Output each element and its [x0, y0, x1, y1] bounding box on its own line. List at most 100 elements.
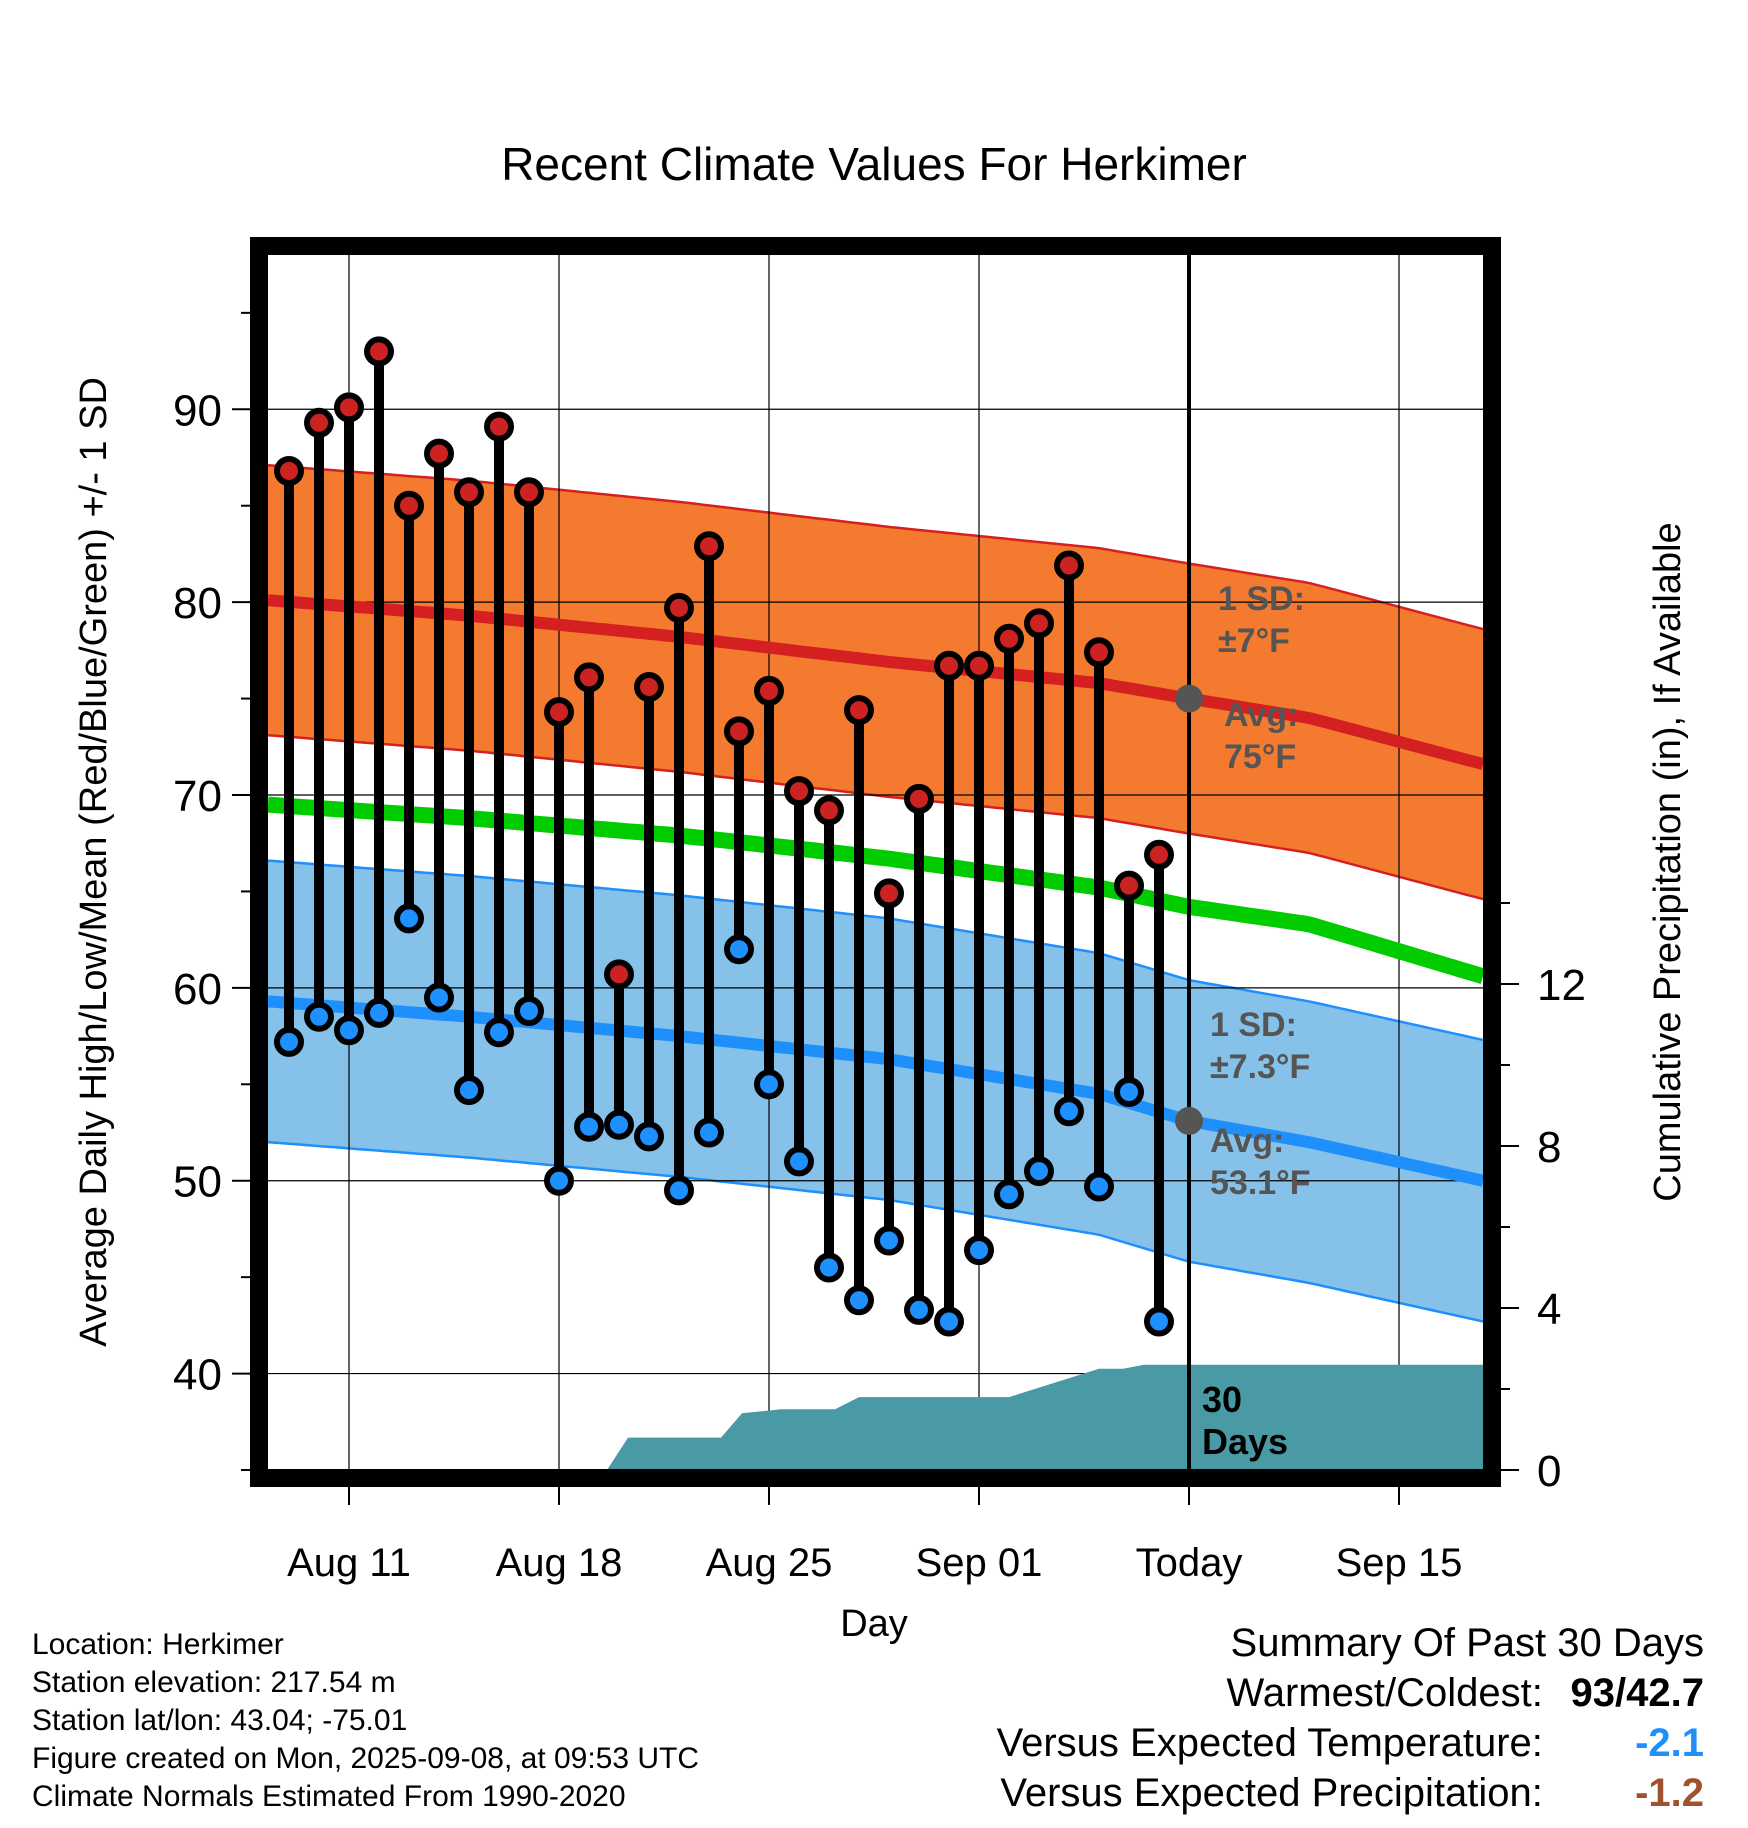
info-latlon: Station lat/lon: 43.04; -75.01 — [32, 1704, 408, 1737]
high-temp-point — [664, 592, 694, 623]
high-temp-point — [484, 411, 514, 442]
high-temp-point — [544, 697, 574, 728]
high-temp-point — [514, 477, 544, 508]
axes: Day Average Daily High/Low/Mean (Red/Blu… — [73, 311, 1689, 1645]
low-temp-point — [634, 1121, 664, 1152]
high-sd-value: ±7°F — [1218, 622, 1290, 660]
low-temp-point — [694, 1117, 724, 1148]
y-tick-label: 40 — [173, 1351, 222, 1400]
x-tick-label: Aug 25 — [706, 1541, 833, 1585]
high-temp-point — [304, 407, 334, 438]
x-axis-label: Day — [840, 1603, 908, 1645]
high-temp-point — [904, 783, 934, 814]
coldest-low: 42.7 — [1626, 1671, 1704, 1715]
info-created: Figure created on Mon, 2025-09-08, at 09… — [32, 1742, 700, 1775]
plot-frame — [250, 237, 1501, 1487]
high-temp-point — [814, 795, 844, 826]
precipitation-area — [268, 1364, 1483, 1470]
precip-deviation-label: Versus Expected Precipitation: — [1000, 1771, 1543, 1815]
chart-title: Recent Climate Values For Herkimer — [501, 138, 1247, 190]
low-temp-point — [874, 1225, 904, 1256]
high-avg-label: Avg: — [1224, 696, 1298, 734]
low-avg-value: 53.1°F — [1210, 1164, 1311, 1202]
warmest-high: 93 — [1570, 1671, 1616, 1715]
summary-precip-row: Versus Expected Precipitation: -1.2 — [997, 1768, 1704, 1818]
station-info: Location: Herkimer Station elevation: 21… — [32, 1626, 699, 1816]
low-avg-label: Avg: — [1210, 1122, 1284, 1160]
info-location: Location: Herkimer — [32, 1628, 284, 1661]
precip-days-label-2: Days — [1202, 1421, 1288, 1462]
high-temp-point — [394, 490, 424, 521]
low-temp-point — [394, 903, 424, 934]
precip-area — [268, 1364, 1483, 1470]
high-temp-point — [424, 438, 454, 469]
y2-tick-label: 8 — [1537, 1123, 1561, 1172]
y-tick-label: 60 — [173, 965, 222, 1014]
high-temp-point — [754, 675, 784, 706]
summary-temp-row: Versus Expected Temperature: -2.1 — [997, 1718, 1704, 1768]
high-temp-point — [934, 650, 964, 681]
low-temp-point — [1054, 1096, 1084, 1127]
high-temp-point — [1114, 870, 1144, 901]
low-temp-point — [754, 1069, 784, 1100]
high-temp-point — [1024, 608, 1054, 639]
low-temp-point — [364, 997, 394, 1028]
low-temp-point — [274, 1026, 304, 1057]
y-tick-label: 80 — [173, 579, 222, 628]
high-temp-point — [1084, 637, 1114, 668]
high-temp-point — [334, 392, 364, 423]
low-temp-point — [994, 1179, 1024, 1210]
low-temp-point — [454, 1075, 484, 1106]
low-temp-point — [544, 1165, 574, 1196]
low-temp-point — [664, 1175, 694, 1206]
summary-panel: Summary Of Past 30 Days Warmest/Coldest:… — [997, 1618, 1704, 1818]
low-temp-point — [964, 1235, 994, 1266]
low-temp-point — [514, 996, 544, 1026]
temp-deviation-label: Versus Expected Temperature: — [996, 1721, 1543, 1765]
high-temp-point — [1054, 550, 1084, 581]
y-tick-label: 90 — [173, 386, 222, 435]
y2-tick-label: 4 — [1537, 1285, 1561, 1334]
high-temp-point — [274, 456, 304, 486]
high-avg-value: 75°F — [1224, 738, 1296, 776]
low-temp-point — [574, 1111, 604, 1142]
x-tick-label: Today — [1136, 1541, 1243, 1585]
high-temp-point — [994, 623, 1024, 654]
high-temp-point — [694, 531, 724, 562]
y-tick-label: 50 — [173, 1158, 222, 1207]
summary-warmest-row: Warmest/Coldest: 93/42.7 — [997, 1668, 1705, 1718]
info-normals: Climate Normals Estimated From 1990-2020 — [32, 1780, 626, 1813]
normal-bands — [267, 463, 1484, 1323]
high-sd-label: 1 SD: — [1218, 580, 1305, 618]
y2-tick-label: 0 — [1537, 1447, 1561, 1496]
high-temp-point — [604, 959, 634, 990]
y2-tick-label: 12 — [1537, 961, 1586, 1010]
low-temp-point — [934, 1306, 964, 1337]
x-tick-label: Sep 15 — [1336, 1541, 1463, 1585]
y-tick-label: 70 — [173, 772, 222, 821]
high-temp-point — [844, 695, 874, 726]
low-temp-point — [844, 1285, 874, 1316]
high-temp-point — [364, 336, 394, 367]
high-temp-point — [784, 776, 814, 807]
high-temp-point — [574, 662, 604, 693]
low-temp-point — [814, 1252, 844, 1283]
high-temp-point — [874, 878, 904, 909]
low-temp-point — [304, 1001, 334, 1032]
low-sd-band — [268, 860, 1483, 1322]
high-temp-point — [1144, 839, 1174, 870]
today-marker — [1175, 255, 1203, 1470]
x-tick-label: Aug 18 — [496, 1541, 623, 1585]
low-temp-point — [334, 1015, 364, 1046]
high-temp-point — [634, 672, 664, 702]
x-tick-label: Aug 11 — [287, 1541, 411, 1585]
low-sd-value: ±7.3°F — [1210, 1048, 1310, 1086]
warmest-value: 93/42.7 — [1554, 1668, 1704, 1718]
low-temp-point — [1024, 1156, 1054, 1187]
summary-title: Summary Of Past 30 Days — [1230, 1621, 1704, 1665]
high-temp-point — [454, 477, 484, 508]
chart-annotations: 1 SD: ±7°F Avg: 75°F 1 SD: ±7.3°F Avg: 5… — [1202, 580, 1311, 1462]
low-temp-point — [784, 1146, 814, 1177]
today-high-avg-dot — [1175, 684, 1203, 713]
low-temp-point — [1084, 1171, 1114, 1202]
